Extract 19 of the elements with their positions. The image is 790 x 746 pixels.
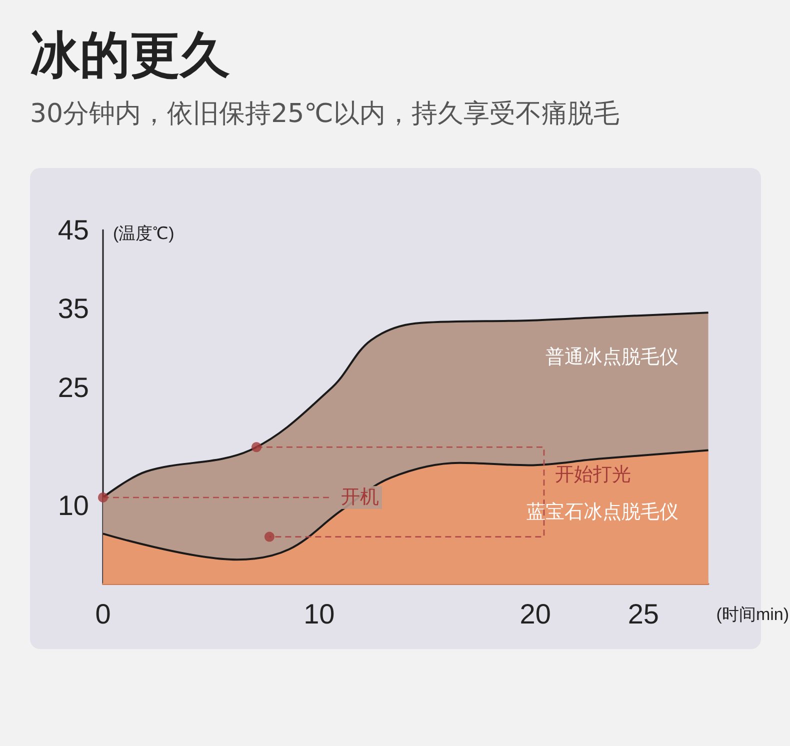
y-tick-label: 35 bbox=[58, 293, 89, 324]
y-tick-label: 10 bbox=[58, 490, 89, 521]
chart-title: 冰的更久 bbox=[30, 25, 230, 86]
series-label: 普通冰点脱毛仪 bbox=[545, 346, 678, 368]
x-tick-label: 20 bbox=[520, 598, 551, 630]
point bbox=[98, 492, 108, 502]
x-tick-label: 10 bbox=[304, 598, 335, 630]
chart-subtitle: 30分钟内，依旧保持25℃以内，持久享受不痛脱毛 bbox=[30, 98, 620, 131]
x-tick-label: 25 bbox=[628, 598, 660, 630]
annotation: 开机 bbox=[340, 486, 379, 508]
x-axis-title: (时间min) bbox=[716, 605, 790, 624]
point bbox=[264, 532, 274, 542]
y-tick-label: 45 bbox=[58, 214, 89, 246]
series-label: 蓝宝石冰点脱毛仪 bbox=[526, 500, 678, 523]
x-tick-label: 0 bbox=[95, 598, 111, 630]
y-tick-label: 25 bbox=[58, 372, 89, 403]
annotation: 开始打光 bbox=[554, 464, 631, 486]
point bbox=[251, 442, 262, 452]
y-axis-title: (温度℃) bbox=[113, 224, 174, 243]
